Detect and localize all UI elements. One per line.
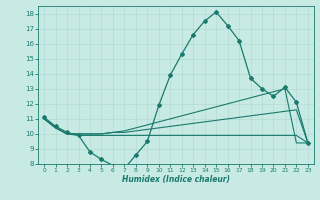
- X-axis label: Humidex (Indice chaleur): Humidex (Indice chaleur): [122, 175, 230, 184]
